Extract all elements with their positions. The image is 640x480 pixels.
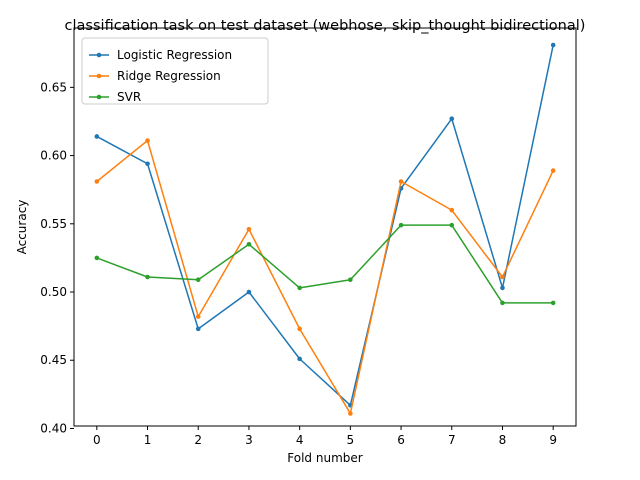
series-line-1: [96, 139, 554, 415]
series-point-1: [94, 179, 100, 184]
y-axis-title: Accuracy: [15, 200, 29, 255]
series-point-0: [297, 356, 302, 362]
plot-frame: [73, 27, 577, 427]
series-point-2: [246, 241, 252, 247]
series-point-0: [500, 285, 505, 291]
x-tick-label: 5: [347, 433, 355, 447]
legend-swatch-marker: [96, 94, 102, 100]
series-point-2: [398, 222, 404, 228]
y-tick-label: 0.40: [40, 421, 67, 435]
series-point-1: [195, 314, 201, 319]
series-point-0: [94, 134, 100, 139]
y-tick-label: 0.55: [40, 217, 67, 231]
series-point-2: [145, 274, 150, 280]
series-line-0: [96, 44, 554, 407]
y-axis: 0.40 0.45 0.50 0.55 0.60 0.65: [40, 80, 74, 435]
x-tick-label: 4: [296, 433, 304, 447]
series-point-2: [449, 222, 455, 228]
legend-swatch-marker: [96, 52, 102, 58]
plot-area: [94, 42, 556, 416]
legend: Logistic Regression Ridge Regression SVR: [81, 37, 269, 105]
x-tick-label: 3: [245, 433, 253, 447]
series-point-2: [195, 277, 201, 283]
legend-label: Logistic Regression: [117, 48, 232, 62]
legend-frame: [81, 37, 269, 105]
series-point-2: [94, 255, 100, 261]
y-tick-label: 0.65: [40, 80, 67, 94]
series-point-2: [348, 277, 353, 283]
legend-label: SVR: [117, 90, 141, 104]
series-point-1: [449, 207, 455, 213]
x-tick-label: 1: [144, 433, 152, 447]
series-point-1: [500, 274, 505, 280]
series-point-0: [246, 289, 252, 295]
x-axis-title: Fold number: [287, 451, 362, 465]
x-tick-label: 7: [448, 433, 456, 447]
y-tick-label: 0.45: [40, 353, 67, 367]
series-point-1: [297, 326, 302, 332]
x-tick-label: 2: [194, 433, 202, 447]
legend-label: Ridge Regression: [117, 69, 221, 83]
series-point-0: [145, 161, 150, 167]
x-tick-label: 8: [499, 433, 507, 447]
y-tick-label: 0.60: [40, 149, 67, 163]
series-point-1: [145, 138, 150, 143]
series-point-2: [500, 300, 505, 306]
x-tick-label: 6: [397, 433, 405, 447]
series-point-1: [348, 411, 353, 416]
x-axis: 0 1 2 3 4 5 6 7 8 9: [93, 426, 557, 447]
series-point-0: [550, 42, 556, 48]
series-point-1: [246, 226, 252, 232]
series-point-2: [297, 285, 302, 291]
series-point-1: [550, 168, 556, 173]
legend-swatch-marker: [96, 73, 102, 79]
series-point-0: [449, 116, 455, 122]
series-point-2: [550, 300, 556, 306]
x-tick-label: 9: [549, 433, 557, 447]
chart-title: classification task on test dataset (web…: [65, 18, 586, 34]
series-line-2: [96, 224, 554, 304]
y-tick-label: 0.50: [40, 285, 67, 299]
series-point-1: [398, 179, 404, 184]
x-tick-label: 0: [93, 433, 101, 447]
series-point-0: [195, 326, 201, 332]
